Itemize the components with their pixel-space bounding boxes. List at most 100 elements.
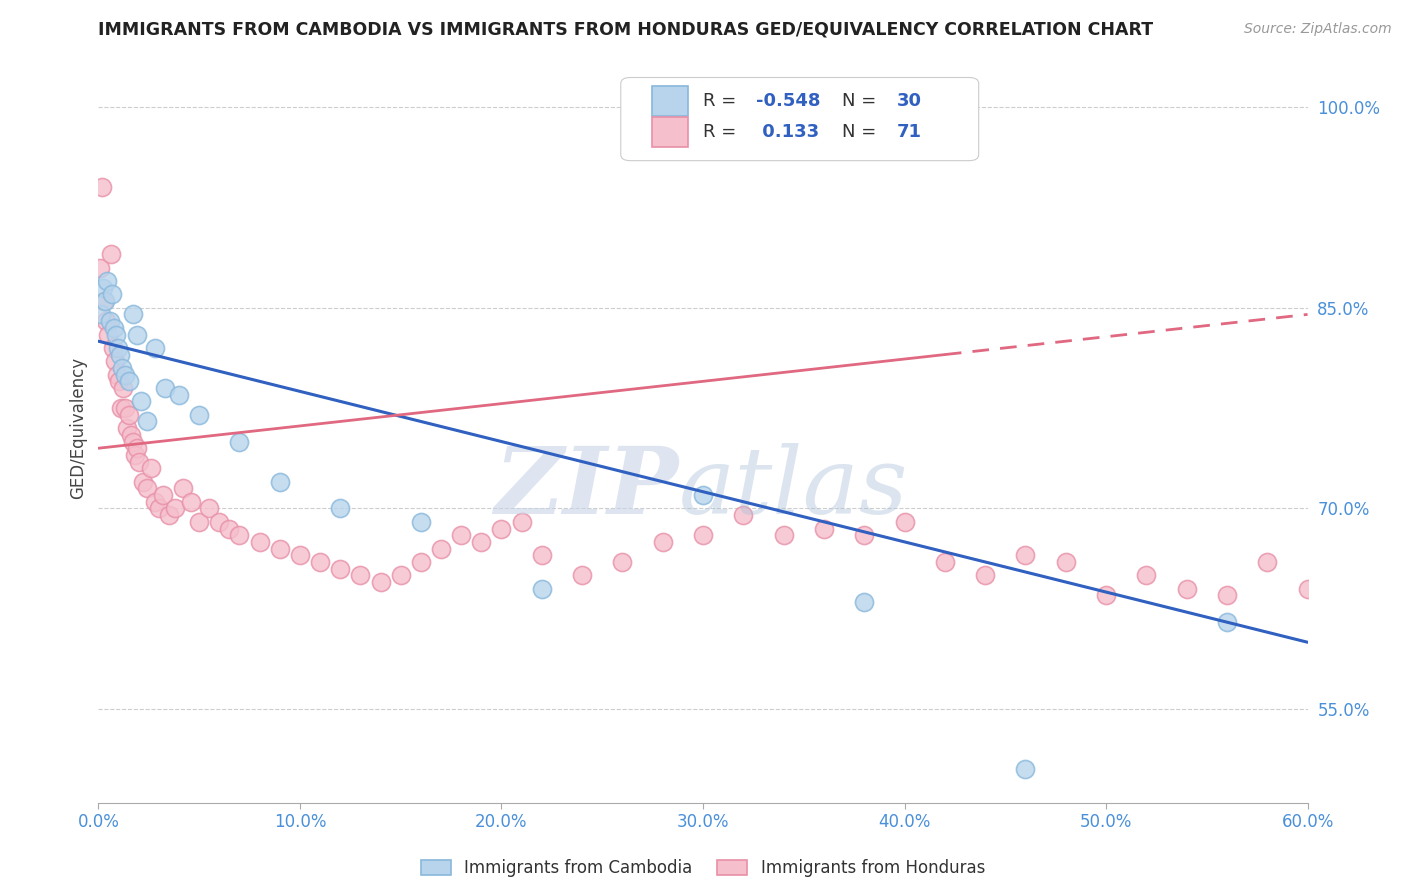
Point bbox=[733, 508, 755, 523]
Point bbox=[934, 555, 956, 569]
Point bbox=[249, 534, 271, 549]
Point bbox=[1216, 615, 1239, 630]
Point bbox=[692, 488, 714, 502]
Point bbox=[143, 494, 166, 508]
Point bbox=[163, 501, 186, 516]
Point bbox=[1216, 589, 1239, 603]
Point bbox=[110, 401, 132, 416]
Point bbox=[208, 515, 231, 529]
Point bbox=[167, 387, 190, 401]
Point bbox=[104, 327, 127, 342]
Point bbox=[1014, 548, 1036, 563]
Text: atlas: atlas bbox=[679, 443, 908, 533]
Legend: Immigrants from Cambodia, Immigrants from Honduras: Immigrants from Cambodia, Immigrants fro… bbox=[415, 853, 991, 884]
Point bbox=[107, 375, 129, 389]
Point bbox=[228, 528, 250, 542]
Point bbox=[491, 521, 513, 535]
Point bbox=[853, 528, 876, 542]
Point bbox=[110, 361, 132, 376]
FancyBboxPatch shape bbox=[621, 78, 979, 161]
Point bbox=[125, 442, 148, 455]
Point bbox=[571, 568, 593, 582]
Point bbox=[198, 501, 221, 516]
Point bbox=[125, 327, 148, 342]
Point bbox=[103, 320, 125, 334]
Text: 0.133: 0.133 bbox=[756, 123, 820, 141]
Point bbox=[309, 555, 332, 569]
Point bbox=[114, 401, 136, 416]
Text: -0.548: -0.548 bbox=[756, 92, 821, 110]
Point bbox=[172, 482, 194, 496]
Point bbox=[651, 534, 673, 549]
Text: 71: 71 bbox=[897, 123, 921, 141]
Text: N =: N = bbox=[842, 92, 882, 110]
Point bbox=[269, 541, 291, 556]
Point bbox=[772, 528, 794, 542]
Point bbox=[1095, 589, 1118, 603]
Point bbox=[188, 515, 211, 529]
Point bbox=[893, 515, 915, 529]
Point bbox=[93, 281, 115, 295]
Point bbox=[129, 394, 152, 409]
Point bbox=[269, 475, 291, 489]
Point bbox=[118, 408, 141, 422]
Point bbox=[409, 515, 432, 529]
Point bbox=[389, 568, 412, 582]
Text: 30: 30 bbox=[897, 92, 921, 110]
Point bbox=[111, 381, 134, 395]
Point bbox=[180, 494, 202, 508]
Point bbox=[100, 247, 122, 261]
Text: IMMIGRANTS FROM CAMBODIA VS IMMIGRANTS FROM HONDURAS GED/EQUIVALENCY CORRELATION: IMMIGRANTS FROM CAMBODIA VS IMMIGRANTS F… bbox=[98, 21, 1153, 38]
Point bbox=[370, 574, 392, 589]
Point bbox=[974, 568, 997, 582]
Point bbox=[1256, 555, 1278, 569]
Point bbox=[143, 341, 166, 355]
Text: N =: N = bbox=[842, 123, 882, 141]
Text: R =: R = bbox=[703, 123, 742, 141]
Point bbox=[1054, 555, 1077, 569]
Point bbox=[148, 501, 170, 516]
Text: R =: R = bbox=[703, 92, 742, 110]
Point bbox=[349, 568, 371, 582]
Point bbox=[188, 408, 211, 422]
Point bbox=[228, 434, 250, 449]
Point bbox=[530, 582, 553, 596]
Point bbox=[1337, 574, 1360, 589]
Point bbox=[853, 595, 876, 609]
Point bbox=[1296, 582, 1319, 596]
Text: ZIP: ZIP bbox=[495, 443, 679, 533]
Point bbox=[153, 381, 176, 395]
Point bbox=[157, 508, 180, 523]
Point bbox=[105, 368, 128, 382]
Point bbox=[114, 368, 136, 382]
Point bbox=[103, 354, 125, 368]
Point bbox=[1376, 595, 1399, 609]
Point bbox=[121, 434, 143, 449]
Point bbox=[510, 515, 533, 529]
Y-axis label: GED/Equivalency: GED/Equivalency bbox=[69, 357, 87, 500]
FancyBboxPatch shape bbox=[652, 86, 689, 116]
FancyBboxPatch shape bbox=[652, 117, 689, 147]
Point bbox=[132, 475, 155, 489]
Point bbox=[612, 555, 634, 569]
Point bbox=[90, 307, 112, 322]
Point bbox=[101, 341, 124, 355]
Point bbox=[218, 521, 240, 535]
Point bbox=[96, 274, 118, 288]
Point bbox=[100, 287, 122, 301]
Point bbox=[97, 327, 120, 342]
Point bbox=[94, 293, 117, 308]
Point bbox=[128, 455, 150, 469]
Point bbox=[135, 414, 157, 429]
Point bbox=[430, 541, 453, 556]
Text: Source: ZipAtlas.com: Source: ZipAtlas.com bbox=[1244, 22, 1392, 37]
Point bbox=[96, 314, 118, 328]
Point bbox=[98, 314, 121, 328]
Point bbox=[470, 534, 492, 549]
Point bbox=[91, 180, 114, 194]
Point bbox=[409, 555, 432, 569]
Point bbox=[1175, 582, 1198, 596]
Point bbox=[121, 307, 143, 322]
Point bbox=[107, 341, 129, 355]
Point bbox=[288, 548, 311, 563]
